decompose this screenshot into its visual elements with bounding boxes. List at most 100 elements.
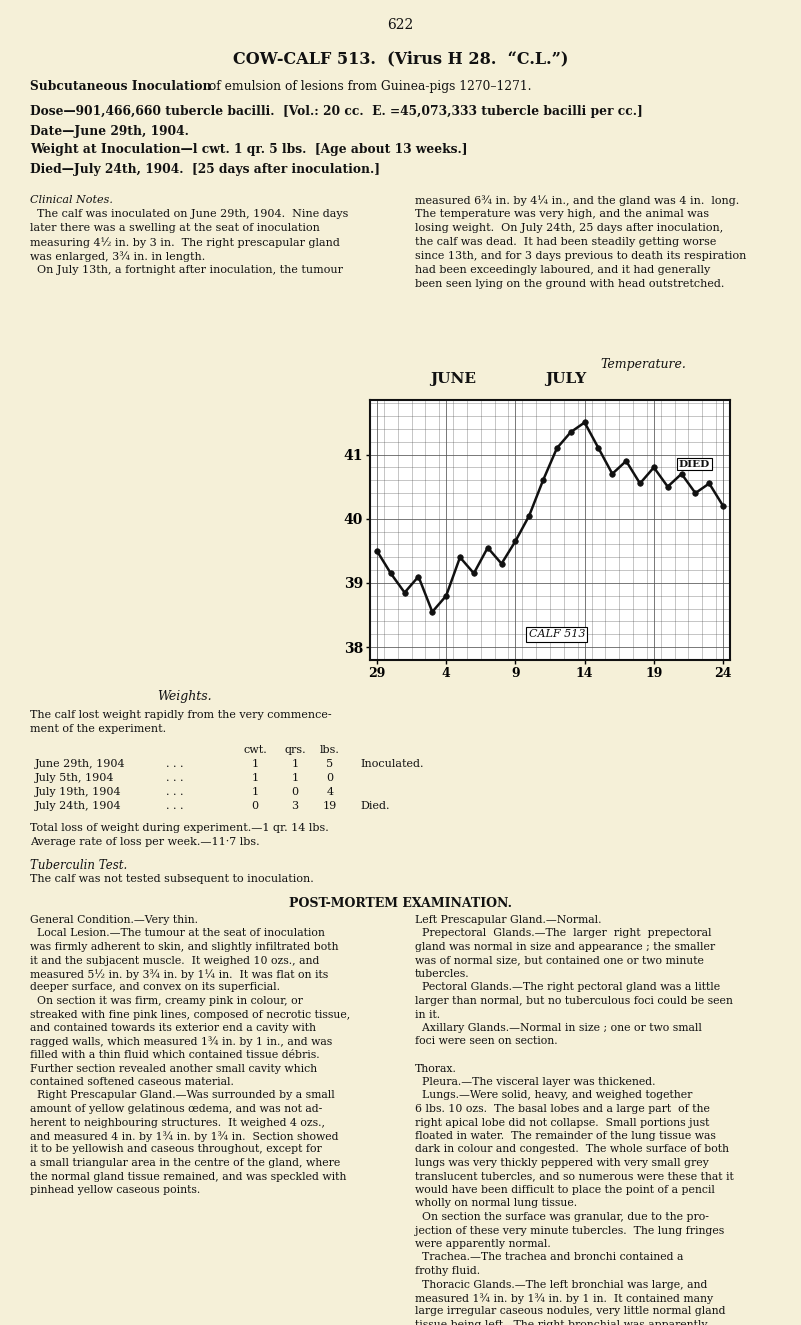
Text: 1: 1 [252, 759, 259, 768]
Text: 4: 4 [327, 787, 333, 798]
Text: frothy fluid.: frothy fluid. [415, 1265, 480, 1276]
Text: 0: 0 [292, 787, 299, 798]
Text: the normal gland tissue remained, and was speckled with: the normal gland tissue remained, and wa… [30, 1171, 346, 1182]
Text: of emulsion of lesions from Guinea-pigs 1270–1271.: of emulsion of lesions from Guinea-pigs … [205, 80, 532, 93]
Text: Temperature.: Temperature. [600, 358, 686, 371]
Text: tubercles.: tubercles. [415, 969, 469, 979]
Text: . . .: . . . [167, 772, 183, 783]
Text: . . .: . . . [167, 787, 183, 798]
Text: Thorax.: Thorax. [415, 1064, 457, 1073]
Text: 1: 1 [292, 759, 299, 768]
Text: 1: 1 [252, 772, 259, 783]
Text: June 29th, 1904: June 29th, 1904 [35, 759, 126, 768]
Text: Trachea.—The trachea and bronchi contained a: Trachea.—The trachea and bronchi contain… [415, 1252, 683, 1263]
Text: Died—July 24th, 1904.  [25 days after inoculation.]: Died—July 24th, 1904. [25 days after ino… [30, 163, 380, 176]
Text: Date—June 29th, 1904.: Date—June 29th, 1904. [30, 125, 189, 138]
Text: translucent tubercles, and so numerous were these that it: translucent tubercles, and so numerous w… [415, 1171, 734, 1182]
Text: 1: 1 [292, 772, 299, 783]
Text: The temperature was very high, and the animal was: The temperature was very high, and the a… [415, 209, 709, 219]
Text: Prepectoral  Glands.—The  larger  right  prepectoral: Prepectoral Glands.—The larger right pre… [415, 929, 711, 938]
Text: contained softened caseous material.: contained softened caseous material. [30, 1077, 234, 1086]
Text: large irregular caseous nodules, very little normal gland: large irregular caseous nodules, very li… [415, 1306, 726, 1317]
Text: 0: 0 [327, 772, 333, 783]
Text: lungs was very thickly peppered with very small grey: lungs was very thickly peppered with ver… [415, 1158, 709, 1169]
Text: amount of yellow gelatinous œdema, and was not ad-: amount of yellow gelatinous œdema, and w… [30, 1104, 322, 1114]
Text: the calf was dead.  It had been steadily getting worse: the calf was dead. It had been steadily … [415, 237, 716, 246]
Text: Lungs.—Were solid, heavy, and weighed together: Lungs.—Were solid, heavy, and weighed to… [415, 1090, 692, 1101]
Text: CALF 513: CALF 513 [529, 629, 586, 640]
Text: Further section revealed another small cavity which: Further section revealed another small c… [30, 1064, 317, 1073]
Text: 19: 19 [323, 802, 337, 811]
Text: Died.: Died. [360, 802, 389, 811]
Text: Right Prescapular Gland.—Was surrounded by a small: Right Prescapular Gland.—Was surrounded … [30, 1090, 335, 1101]
Text: it to be yellowish and caseous throughout, except for: it to be yellowish and caseous throughou… [30, 1145, 322, 1154]
Text: 3: 3 [292, 802, 299, 811]
Text: and measured 4 in. by 1¾ in. by 1¾ in.  Section showed: and measured 4 in. by 1¾ in. by 1¾ in. S… [30, 1132, 339, 1142]
Text: ment of the experiment.: ment of the experiment. [30, 723, 166, 734]
Text: was enlarged, 3¾ in. in length.: was enlarged, 3¾ in. in length. [30, 250, 205, 262]
Text: On section the surface was granular, due to the pro-: On section the surface was granular, due… [415, 1212, 709, 1222]
Text: General Condition.—Very thin.: General Condition.—Very thin. [30, 916, 198, 925]
Text: measured 1¾ in. by 1¾ in. by 1 in.  It contained many: measured 1¾ in. by 1¾ in. by 1 in. It co… [415, 1293, 713, 1304]
Text: wholly on normal lung tissue.: wholly on normal lung tissue. [415, 1199, 578, 1208]
Text: cwt.: cwt. [244, 745, 267, 755]
Text: gland was normal in size and appearance ; the smaller: gland was normal in size and appearance … [415, 942, 715, 951]
Text: 6 lbs. 10 ozs.  The basal lobes and a large part  of the: 6 lbs. 10 ozs. The basal lobes and a lar… [415, 1104, 710, 1114]
Text: in it.: in it. [415, 1010, 440, 1019]
Text: Left Prescapular Gland.—Normal.: Left Prescapular Gland.—Normal. [415, 916, 602, 925]
Text: would have been difficult to place the point of a pencil: would have been difficult to place the p… [415, 1185, 714, 1195]
Text: COW-CALF 513.  (Virus H 28.  “C.L.”): COW-CALF 513. (Virus H 28. “C.L.”) [233, 50, 568, 68]
Text: On section it was firm, creamy pink in colour, or: On section it was firm, creamy pink in c… [30, 996, 303, 1006]
Text: herent to neighbouring structures.  It weighed 4 ozs.,: herent to neighbouring structures. It we… [30, 1117, 325, 1128]
Text: measured 6¾ in. by 4¼ in., and the gland was 4 in.  long.: measured 6¾ in. by 4¼ in., and the gland… [415, 195, 739, 205]
Text: Weights.: Weights. [158, 690, 212, 704]
Text: a small triangular area in the centre of the gland, where: a small triangular area in the centre of… [30, 1158, 340, 1169]
Text: filled with a thin fluid which contained tissue débris.: filled with a thin fluid which contained… [30, 1049, 320, 1060]
Text: since 13th, and for 3 days previous to death its respiration: since 13th, and for 3 days previous to d… [415, 250, 747, 261]
Text: The calf was not tested subsequent to inoculation.: The calf was not tested subsequent to in… [30, 874, 314, 884]
Text: measured 5½ in. by 3¾ in. by 1¼ in.  It was flat on its: measured 5½ in. by 3¾ in. by 1¼ in. It w… [30, 969, 328, 979]
Text: dark in colour and congested.  The whole surface of both: dark in colour and congested. The whole … [415, 1145, 729, 1154]
Text: measuring 4½ in. by 3 in.  The right prescapular gland: measuring 4½ in. by 3 in. The right pres… [30, 237, 340, 248]
Text: streaked with fine pink lines, composed of necrotic tissue,: streaked with fine pink lines, composed … [30, 1010, 350, 1019]
Text: Local Lesion.—The tumour at the seat of inoculation: Local Lesion.—The tumour at the seat of … [30, 929, 325, 938]
Text: larger than normal, but no tuberculous foci could be seen: larger than normal, but no tuberculous f… [415, 996, 733, 1006]
Text: foci were seen on section.: foci were seen on section. [415, 1036, 557, 1047]
Text: was of normal size, but contained one or two minute: was of normal size, but contained one or… [415, 955, 704, 966]
Text: floated in water.  The remainder of the lung tissue was: floated in water. The remainder of the l… [415, 1132, 716, 1141]
Text: Weight at Inoculation—l cwt. 1 qr. 5 lbs.  [Age about 13 weeks.]: Weight at Inoculation—l cwt. 1 qr. 5 lbs… [30, 143, 468, 156]
Text: qrs.: qrs. [284, 745, 306, 755]
Text: Total loss of weight during experiment.—1 qr. 14 lbs.: Total loss of weight during experiment.—… [30, 823, 328, 833]
Text: DIED: DIED [678, 460, 710, 469]
Text: Thoracic Glands.—The left bronchial was large, and: Thoracic Glands.—The left bronchial was … [415, 1280, 707, 1289]
Text: Tuberculin Test.: Tuberculin Test. [30, 859, 127, 872]
Text: Inoculated.: Inoculated. [360, 759, 424, 768]
Text: POST-MORTEM EXAMINATION.: POST-MORTEM EXAMINATION. [289, 897, 512, 910]
Text: 622: 622 [388, 19, 413, 32]
Text: 1: 1 [252, 787, 259, 798]
Text: deeper surface, and convex on its superficial.: deeper surface, and convex on its superf… [30, 983, 280, 992]
Text: jection of these very minute tubercles.  The lung fringes: jection of these very minute tubercles. … [415, 1226, 724, 1235]
Text: tissue being left.  The right bronchial was apparently: tissue being left. The right bronchial w… [415, 1320, 707, 1325]
Text: right apical lobe did not collapse.  Small portions just: right apical lobe did not collapse. Smal… [415, 1117, 710, 1128]
Text: . . .: . . . [167, 802, 183, 811]
Text: July 5th, 1904: July 5th, 1904 [35, 772, 115, 783]
Text: July 19th, 1904: July 19th, 1904 [35, 787, 122, 798]
Text: JULY: JULY [545, 372, 586, 386]
Text: ragged walls, which measured 1¾ in. by 1 in., and was: ragged walls, which measured 1¾ in. by 1… [30, 1036, 332, 1047]
Text: were apparently normal.: were apparently normal. [415, 1239, 551, 1249]
Text: 5: 5 [327, 759, 333, 768]
Text: Dose—901,466,660 tubercle bacilli.  [Vol.: 20 cc.  E. =45,073,333 tubercle bacil: Dose—901,466,660 tubercle bacilli. [Vol.… [30, 105, 642, 118]
Text: pinhead yellow caseous points.: pinhead yellow caseous points. [30, 1185, 200, 1195]
Text: it and the subjacent muscle.  It weighed 10 ozs., and: it and the subjacent muscle. It weighed … [30, 955, 320, 966]
Text: losing weight.  On July 24th, 25 days after inoculation,: losing weight. On July 24th, 25 days aft… [415, 223, 723, 233]
Text: Average rate of loss per week.—11·7 lbs.: Average rate of loss per week.—11·7 lbs. [30, 837, 260, 847]
Text: Clinical Notes.: Clinical Notes. [30, 195, 113, 205]
Text: been seen lying on the ground with head outstretched.: been seen lying on the ground with head … [415, 280, 724, 289]
Text: Axillary Glands.—Normal in size ; one or two small: Axillary Glands.—Normal in size ; one or… [415, 1023, 702, 1034]
Text: later there was a swelling at the seat of inoculation: later there was a swelling at the seat o… [30, 223, 320, 233]
Text: The calf lost weight rapidly from the very commence-: The calf lost weight rapidly from the ve… [30, 710, 332, 719]
Text: 0: 0 [252, 802, 259, 811]
Text: Pleura.—The visceral layer was thickened.: Pleura.—The visceral layer was thickened… [415, 1077, 655, 1086]
Text: JUNE: JUNE [430, 372, 476, 386]
